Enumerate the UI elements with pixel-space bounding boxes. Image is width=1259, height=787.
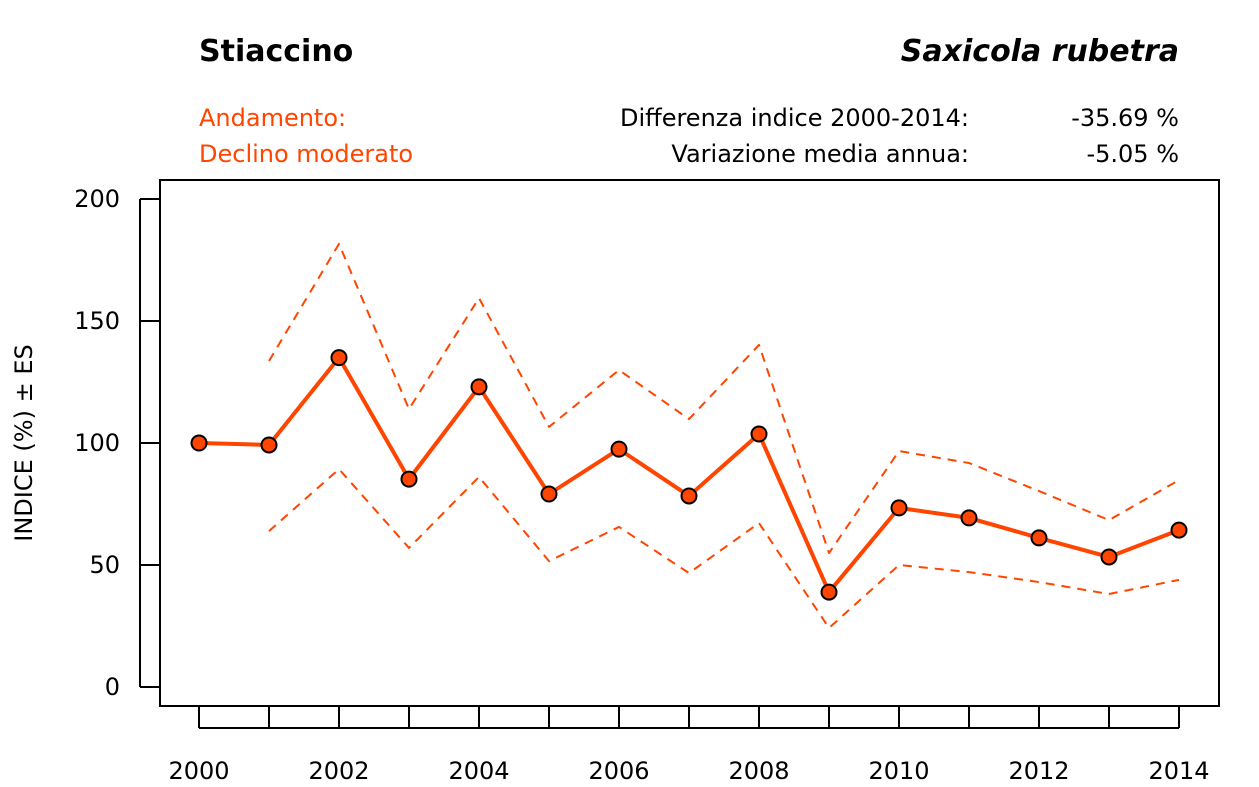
index-point <box>400 470 418 488</box>
index-point <box>1030 529 1048 547</box>
y-tick-label: 50 <box>89 551 120 579</box>
index-point <box>820 583 838 601</box>
diff-label: Differenza indice 2000-2014: <box>620 104 969 132</box>
index-point <box>750 425 768 443</box>
y-axis-label: INDICE (%) ± ES <box>10 344 38 541</box>
upper-error-line <box>268 242 1180 555</box>
x-tick-label: 2014 <box>1148 757 1209 785</box>
index-point <box>470 378 488 396</box>
diff-value: -35.69 % <box>1071 104 1179 132</box>
scientific-name: Saxicola rubetra <box>900 34 1179 69</box>
annual-value: -5.05 % <box>1086 140 1179 168</box>
x-tick-label: 2012 <box>1008 757 1069 785</box>
x-tick-label: 2002 <box>308 757 369 785</box>
x-tick-label: 2010 <box>868 757 929 785</box>
index-point <box>610 440 628 458</box>
y-tick-label: 100 <box>74 429 120 457</box>
x-tick-label: 2008 <box>728 757 789 785</box>
y-tick-label: 200 <box>74 185 120 213</box>
index-point <box>1100 548 1118 566</box>
x-tick-label: 2004 <box>448 757 509 785</box>
plot-frame <box>159 179 1220 707</box>
trend-label: Andamento: <box>199 104 347 132</box>
common-name: Stiaccino <box>199 34 354 69</box>
index-point <box>890 499 908 517</box>
y-tick-label: 0 <box>105 673 120 701</box>
index-point <box>540 485 558 503</box>
annual-label: Variazione media annua: <box>671 140 969 168</box>
x-tick-label: 2006 <box>588 757 649 785</box>
index-point <box>1170 521 1188 539</box>
index-line <box>198 355 1180 595</box>
index-point <box>260 436 278 454</box>
y-tick-label: 150 <box>74 307 120 335</box>
x-tick-label: 2000 <box>168 757 229 785</box>
index-point <box>190 434 208 452</box>
index-point <box>330 349 348 367</box>
index-point <box>960 509 978 527</box>
trend-value: Declino moderato <box>199 140 414 168</box>
lower-error-line <box>268 468 1180 629</box>
index-point <box>680 487 698 505</box>
